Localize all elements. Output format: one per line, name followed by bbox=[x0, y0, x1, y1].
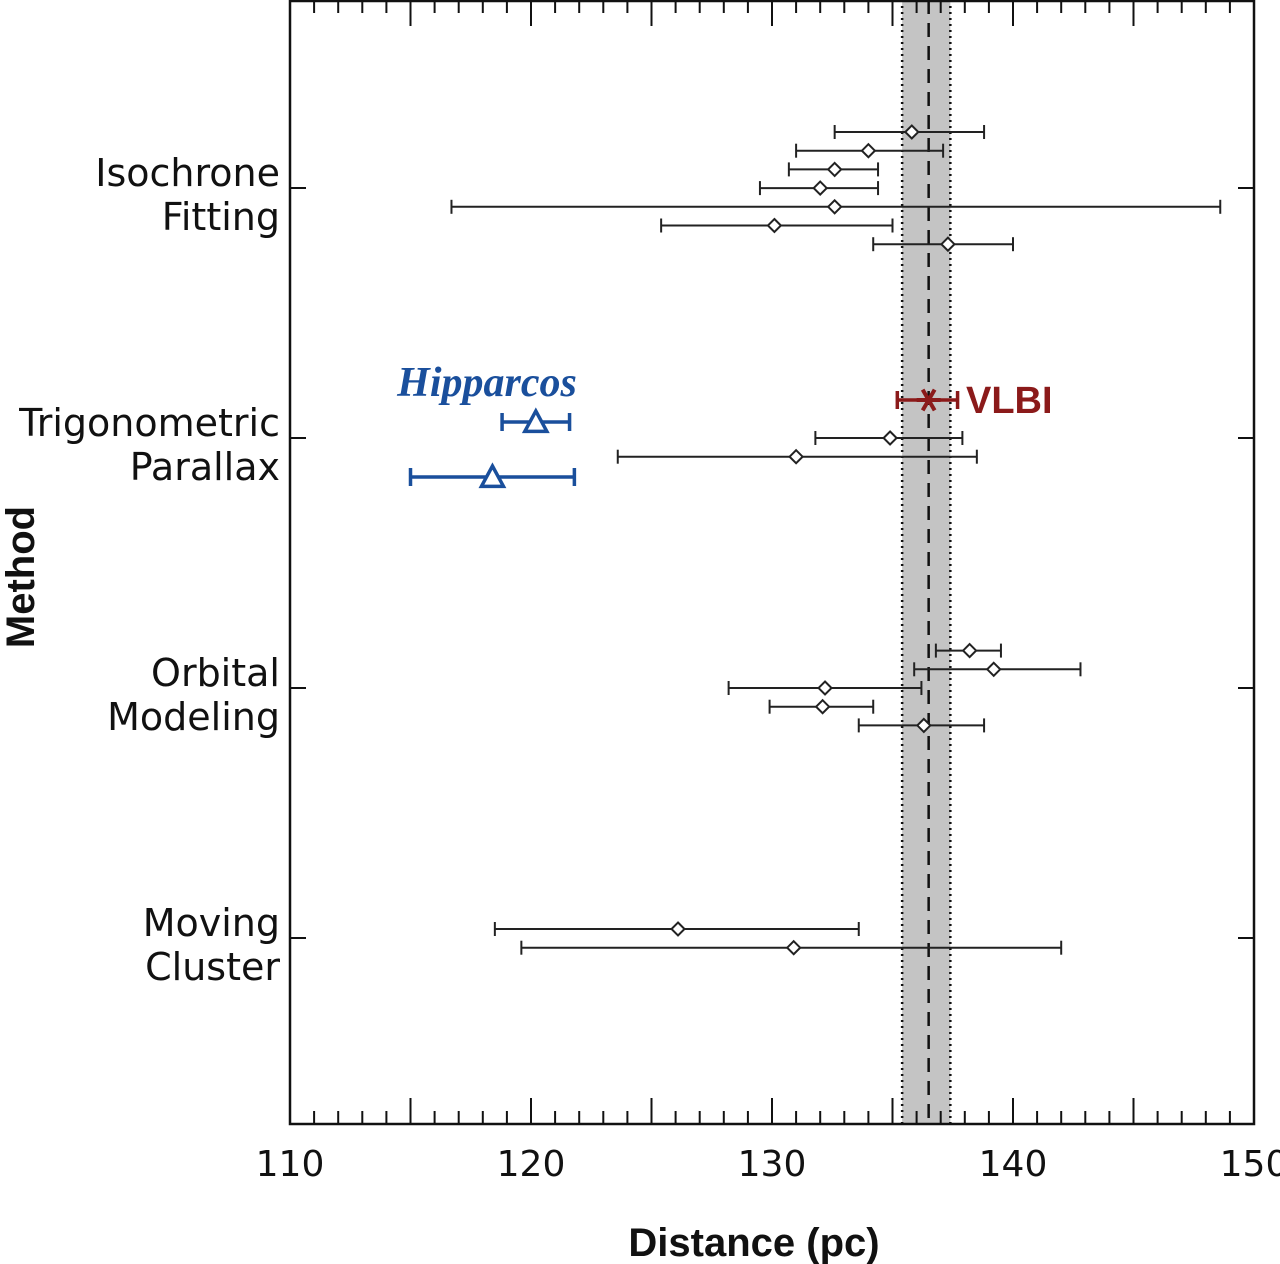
y-axis-label: Method bbox=[0, 506, 43, 648]
category-label: Moving bbox=[143, 901, 280, 945]
data-point-diamond bbox=[817, 680, 833, 696]
data-point-diamond bbox=[915, 717, 932, 734]
annotation-layer: Hipparcos VLBI bbox=[396, 360, 1052, 422]
x-tick-label: 120 bbox=[497, 1144, 566, 1185]
x-tick-label: 150 bbox=[1220, 1144, 1280, 1185]
data-point-diamond bbox=[788, 448, 805, 465]
star-stroke bbox=[920, 388, 937, 412]
data-point-triangle bbox=[521, 407, 550, 434]
category-label: Orbital bbox=[151, 651, 280, 695]
reference-band bbox=[902, 0, 951, 1124]
category-label: Parallax bbox=[130, 445, 280, 489]
x-tick-label: 140 bbox=[979, 1144, 1048, 1185]
points-layer bbox=[408, 124, 1222, 956]
data-point-diamond bbox=[940, 236, 956, 253]
data-point-diamond bbox=[826, 161, 843, 178]
category-label: Modeling bbox=[107, 695, 280, 739]
vlbi-label: VLBI bbox=[966, 380, 1053, 422]
data-point-diamond bbox=[670, 921, 686, 937]
category-label: Cluster bbox=[145, 945, 280, 989]
data-point-diamond bbox=[766, 217, 783, 234]
x-tick-label: 110 bbox=[256, 1144, 325, 1185]
data-point-star bbox=[916, 388, 941, 412]
data-point-diamond bbox=[961, 642, 978, 659]
data-point-diamond bbox=[903, 124, 920, 140]
category-label: Isochrone bbox=[95, 151, 280, 195]
plot-frame bbox=[288, 0, 1256, 1126]
ticks-layer bbox=[290, 0, 1254, 1124]
hipparcos-label: Hipparcos bbox=[396, 360, 577, 406]
data-point-diamond bbox=[814, 698, 831, 715]
category-label: Trigonometric bbox=[18, 401, 280, 445]
reference-band-layer bbox=[900, 0, 952, 1124]
data-point-diamond bbox=[812, 180, 829, 197]
plot-frame-layer bbox=[288, 0, 1256, 1126]
data-point-diamond bbox=[826, 198, 843, 215]
data-point-diamond bbox=[882, 430, 899, 446]
data-point-diamond bbox=[860, 142, 877, 159]
category-label: Fitting bbox=[162, 195, 280, 239]
x-tick-label: 130 bbox=[738, 1144, 807, 1185]
data-point-diamond bbox=[985, 661, 1002, 678]
data-point-triangle bbox=[478, 462, 507, 489]
data-point-diamond bbox=[785, 939, 802, 956]
x-axis-label: Distance (pc) bbox=[628, 1221, 879, 1264]
